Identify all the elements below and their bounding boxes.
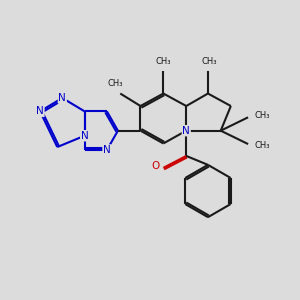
Text: CH₃: CH₃ xyxy=(156,57,171,66)
Text: CH₃: CH₃ xyxy=(202,57,217,66)
Text: N: N xyxy=(36,106,44,116)
Text: CH₃: CH₃ xyxy=(107,79,123,88)
Text: N: N xyxy=(81,131,88,141)
Text: N: N xyxy=(103,145,111,155)
Text: N: N xyxy=(58,93,66,103)
Text: CH₃: CH₃ xyxy=(255,141,270,150)
Text: CH₃: CH₃ xyxy=(255,111,270,120)
Text: N: N xyxy=(182,126,190,136)
Text: O: O xyxy=(151,161,159,171)
